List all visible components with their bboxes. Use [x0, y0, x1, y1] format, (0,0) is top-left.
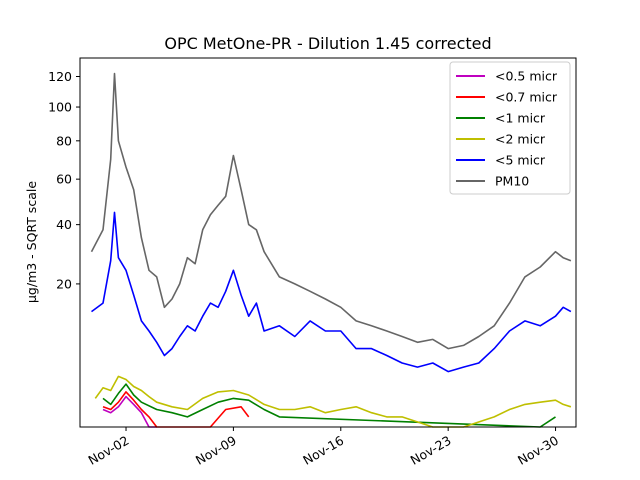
- chart-title: OPC MetOne-PR - Dilution 1.45 corrected: [164, 34, 491, 53]
- plot-frame: [79, 57, 577, 428]
- x-axis: Nov-02 Nov-09 Nov-16 Nov-23 Nov-30: [85, 427, 561, 468]
- y-tick-label-2: 60: [56, 172, 72, 187]
- y-tick-label-5: 120: [48, 69, 72, 84]
- y-tick-label-0: 20: [56, 276, 72, 291]
- series-line-0: [102, 395, 157, 428]
- series-line-5: [90, 72, 572, 350]
- series-layer: [90, 72, 572, 428]
- x-tick-label-1: Nov-09: [193, 433, 239, 468]
- legend: <0.5 micr <0.7 micr <1 micr <2 micr <5 micr P…: [449, 61, 571, 195]
- x-tick-label-3: Nov-23: [408, 433, 454, 468]
- legend-label-5: PM10: [495, 174, 529, 189]
- x-tick-label-0: Nov-02: [85, 433, 131, 468]
- y-tick-label-1: 40: [56, 217, 72, 232]
- legend-label-0: <0.5 micr: [495, 69, 558, 84]
- series-line-3: [94, 375, 572, 428]
- y-axis-label: µg/m3 - SQRT scale: [24, 181, 39, 303]
- y-axis: 20 40 60 80 100 120: [48, 69, 80, 291]
- x-tick-label-2: Nov-16: [300, 433, 346, 468]
- series-line-4: [91, 211, 572, 373]
- legend-label-1: <0.7 micr: [495, 90, 558, 105]
- legend-label-2: <1 micr: [495, 111, 546, 126]
- y-tick-label-3: 80: [56, 133, 72, 148]
- legend-label-4: <5 micr: [495, 153, 546, 168]
- series-line-2: [102, 383, 556, 428]
- y-tick-label-4: 100: [48, 100, 72, 115]
- x-tick-label-4: Nov-30: [515, 433, 561, 468]
- legend-label-3: <2 micr: [495, 132, 546, 147]
- series-line-1: [102, 391, 250, 428]
